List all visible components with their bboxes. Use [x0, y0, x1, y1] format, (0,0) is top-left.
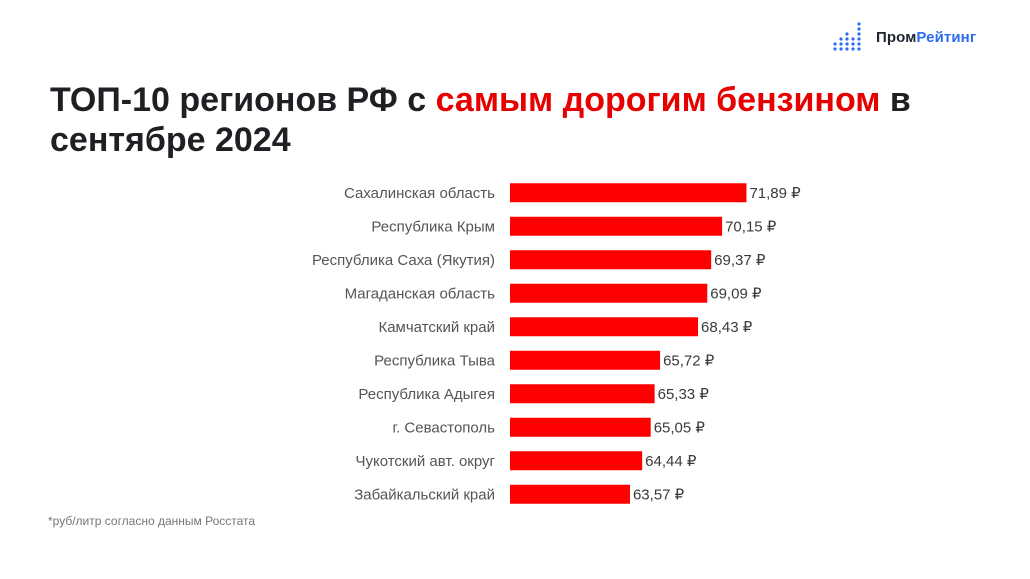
bar	[510, 283, 708, 303]
brand-name: ПромРейтинг	[876, 29, 976, 46]
brand-logo: ПромРейтинг	[832, 22, 976, 52]
bar	[510, 451, 643, 471]
bar	[510, 183, 747, 203]
title-part2: в сентябре 2024	[50, 81, 911, 159]
title-part1: ТОП-10 регионов РФ с	[50, 81, 436, 119]
value-label: 68,43 ₽	[701, 319, 753, 336]
value-label: 69,37 ₽	[714, 252, 766, 269]
bar	[510, 250, 712, 270]
category-label: Камчатский край	[378, 319, 495, 336]
title-highlight: самым дорогим бензином	[435, 81, 881, 119]
value-label: 63,57 ₽	[633, 486, 685, 503]
category-label: Чукотский авт. округ	[355, 453, 495, 470]
dot-matrix-bars-icon	[833, 22, 861, 51]
category-label: Республика Адыгея	[358, 386, 495, 403]
category-label: Республика Тыва	[374, 352, 496, 369]
value-label: 65,33 ₽	[658, 386, 710, 403]
bar	[510, 417, 651, 437]
page-title: ТОП-10 регионов РФ с самым дорогим бензи…	[50, 80, 970, 160]
bar	[510, 350, 661, 370]
value-label: 65,72 ₽	[663, 352, 715, 369]
category-label: Сахалинская область	[344, 185, 495, 202]
value-label: 71,89 ₽	[749, 185, 801, 202]
bar	[510, 384, 655, 404]
category-label: Республика Саха (Якутия)	[312, 252, 495, 269]
category-label: Магаданская область	[345, 285, 496, 302]
bar	[510, 484, 630, 504]
value-label: 69,09 ₽	[710, 285, 762, 302]
value-label: 70,15 ₽	[725, 218, 777, 235]
value-label: 64,44 ₽	[645, 453, 697, 470]
category-label: Республика Крым	[371, 218, 495, 235]
bar	[510, 317, 699, 337]
footnote: *руб/литр согласно данным Росстата	[48, 514, 256, 528]
value-label: 65,05 ₽	[654, 419, 706, 436]
brand-name-part2: Рейтинг	[916, 28, 977, 46]
category-label: Забайкальский край	[354, 486, 495, 503]
brand-name-part1: Пром	[876, 28, 917, 46]
bar	[510, 216, 723, 236]
category-label: г. Севастополь	[392, 419, 495, 436]
